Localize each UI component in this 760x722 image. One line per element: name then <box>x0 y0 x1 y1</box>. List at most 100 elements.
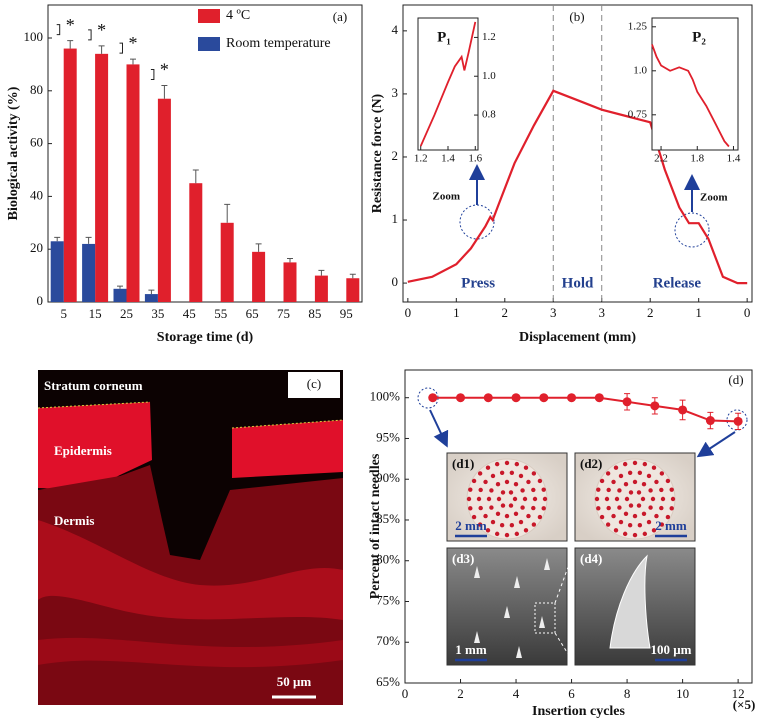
bar <box>113 288 127 302</box>
error-bar <box>130 58 136 65</box>
needle-hole <box>613 465 619 470</box>
plot-frame <box>404 369 753 684</box>
epidermis-right <box>232 420 343 478</box>
x-tick-label: 1 <box>695 305 702 320</box>
needle-hole <box>670 496 676 502</box>
bar <box>346 278 360 302</box>
needle-hole <box>646 473 652 479</box>
legend-swatch <box>198 37 220 51</box>
needle-hole <box>605 471 611 476</box>
data-line <box>432 396 739 423</box>
x-tick-label: 45 <box>183 306 196 321</box>
needle-hole <box>605 522 611 527</box>
needle-hole <box>478 505 483 511</box>
needle-hole <box>613 528 619 533</box>
needle-hole <box>628 503 634 508</box>
needle-hole <box>614 496 620 502</box>
x-tick-label: 3 <box>598 305 605 320</box>
needle <box>504 606 510 618</box>
needle-hole <box>520 488 525 493</box>
y-tick-label: 3 <box>392 85 399 100</box>
needle-hole <box>504 479 510 485</box>
x-tick-label: 1.6 <box>468 153 482 165</box>
error-bar <box>117 285 123 289</box>
significance-mark: * <box>160 60 169 80</box>
x-tick-label: 2.2 <box>654 153 668 165</box>
y-tick-label: 80 <box>30 82 43 97</box>
significance-mark: * <box>66 15 75 35</box>
needle-hole <box>490 519 496 525</box>
needle-hole <box>646 519 652 525</box>
needle <box>474 631 480 643</box>
layer-label: Stratum corneum <box>44 378 143 393</box>
x-tick-label: 65 <box>246 306 259 321</box>
needle <box>539 616 545 628</box>
needle-hole <box>632 513 638 519</box>
needle-hole <box>665 478 671 484</box>
x-tick-label: 0 <box>405 305 412 320</box>
phase-label: Release <box>653 275 702 291</box>
needle-hole <box>617 505 622 510</box>
x-tick-label: 12 <box>732 686 745 701</box>
x-tick-label: 15 <box>89 306 102 321</box>
photo-arrow <box>696 431 736 458</box>
needle-hole <box>468 487 473 492</box>
needle-hole <box>500 490 506 495</box>
bar <box>63 48 77 303</box>
needle-hole <box>520 505 525 510</box>
error-bar <box>85 236 92 244</box>
x-tick-label: 1.4 <box>727 153 741 165</box>
needle-hole <box>514 461 520 467</box>
plot-frame <box>47 4 363 303</box>
bar <box>144 294 158 302</box>
error-bar <box>349 273 356 279</box>
x-axis-label: Displacement (mm) <box>519 330 636 345</box>
significance-bracket <box>150 69 155 81</box>
data-point <box>539 393 549 403</box>
x-tick-label: 3 <box>550 305 557 320</box>
error-bar <box>54 236 61 242</box>
y-tick-label: 0 <box>37 293 44 308</box>
needle-hole <box>611 479 616 485</box>
x-axis-label: Storage time (d) <box>157 330 254 345</box>
micrograph: (c) Stratum corneum Epidermis Dermis 50 … <box>37 370 344 705</box>
needle-hole <box>599 514 605 520</box>
needle-hole <box>489 505 494 510</box>
needle-hole <box>477 522 483 527</box>
data-point <box>567 393 577 403</box>
y-axis-label: Biological activity (%) <box>6 86 21 220</box>
needle <box>474 566 480 578</box>
needle-hole <box>494 531 500 537</box>
needle-hole <box>495 481 501 487</box>
x-tick-label: 1 <box>453 305 460 320</box>
needle-hole <box>659 487 664 493</box>
bar <box>157 98 171 302</box>
needle-hole <box>623 481 629 487</box>
data-point <box>456 393 466 403</box>
needle-hole <box>508 503 514 508</box>
x-tick-label: 35 <box>151 306 164 321</box>
needle-hole <box>596 506 601 511</box>
scale-label: 2 mm <box>655 518 687 533</box>
needle-hole <box>523 465 529 470</box>
needle-hole <box>531 487 536 493</box>
legend-swatch <box>198 9 220 23</box>
needle-hole <box>648 505 653 510</box>
needle-hole <box>641 511 647 517</box>
data-point <box>594 393 604 403</box>
inset-title: P₂ <box>692 29 706 45</box>
needle-hole <box>496 496 502 502</box>
needle-hole <box>504 532 510 538</box>
needle-hole <box>526 513 531 519</box>
needle-hole <box>627 470 633 476</box>
x-unit: (×5) <box>733 697 756 712</box>
x-tick-label: 1.2 <box>414 153 428 165</box>
plot-frame <box>402 4 753 303</box>
zoom-link <box>554 547 576 666</box>
data-point <box>622 397 632 407</box>
needle-hole <box>627 522 633 528</box>
scale-label: 1 mm <box>455 642 487 657</box>
y-tick-label: 100 <box>24 29 44 44</box>
needle-hole <box>542 496 548 502</box>
needle-hole <box>495 511 501 517</box>
